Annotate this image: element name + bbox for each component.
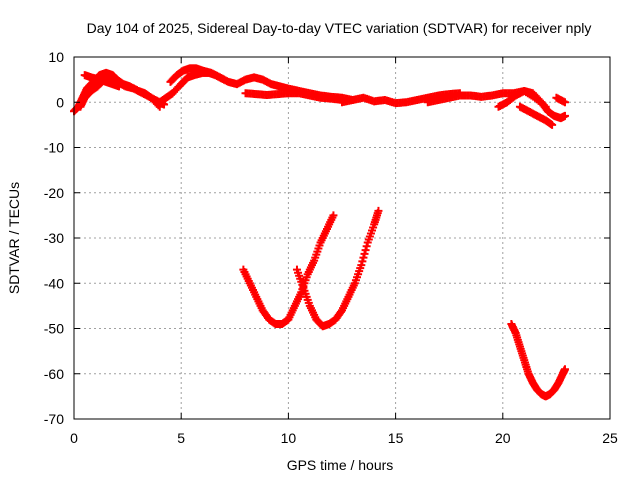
y-tick-label: -30 (44, 230, 64, 246)
data-point (560, 365, 569, 374)
grid-lines (74, 57, 610, 419)
axes (73, 56, 611, 420)
data-point (560, 98, 569, 107)
data-series (241, 89, 346, 104)
data-point (361, 246, 370, 255)
y-tick-label: -10 (44, 140, 64, 156)
data-point (358, 257, 367, 266)
data-point (115, 82, 124, 91)
data-series (80, 71, 124, 91)
data-point (560, 111, 569, 120)
data-point (359, 253, 368, 262)
y-tick-label: -20 (44, 185, 64, 201)
y-tick-label: -40 (44, 275, 64, 291)
x-tick-label: 25 (602, 430, 618, 446)
x-tick-label: 0 (70, 430, 78, 446)
chart-title: Day 104 of 2025, Sidereal Day-to-day VTE… (87, 20, 592, 36)
tick-labels: 0 5 10 15 20 25 10 0 -10 -20 -30 -40 -50 -60 -70 (44, 49, 618, 446)
data-point (548, 120, 557, 129)
data-point (360, 249, 369, 258)
x-tick-label: 20 (495, 430, 511, 446)
data-points (70, 64, 569, 401)
y-tick-label: 0 (56, 94, 64, 110)
data-series (552, 93, 569, 107)
x-tick-label: 10 (281, 430, 297, 446)
data-series (507, 319, 569, 401)
y-tick-label: -50 (44, 321, 64, 337)
data-point (374, 206, 383, 215)
x-tick-label: 15 (388, 430, 404, 446)
data-point (357, 261, 366, 270)
y-tick-label: -60 (44, 366, 64, 382)
data-series (494, 86, 569, 123)
data-series (515, 102, 557, 129)
data-series (292, 206, 383, 331)
x-tick-label: 5 (177, 430, 185, 446)
x-axis-label: GPS time / hours (287, 457, 394, 473)
data-point (362, 242, 371, 251)
y-tick-label: -70 (44, 411, 64, 427)
data-point (329, 211, 338, 220)
data-series (239, 211, 338, 328)
y-axis-label: SDTVAR / TECUs (6, 182, 22, 294)
y-tick-label: 10 (48, 49, 64, 65)
